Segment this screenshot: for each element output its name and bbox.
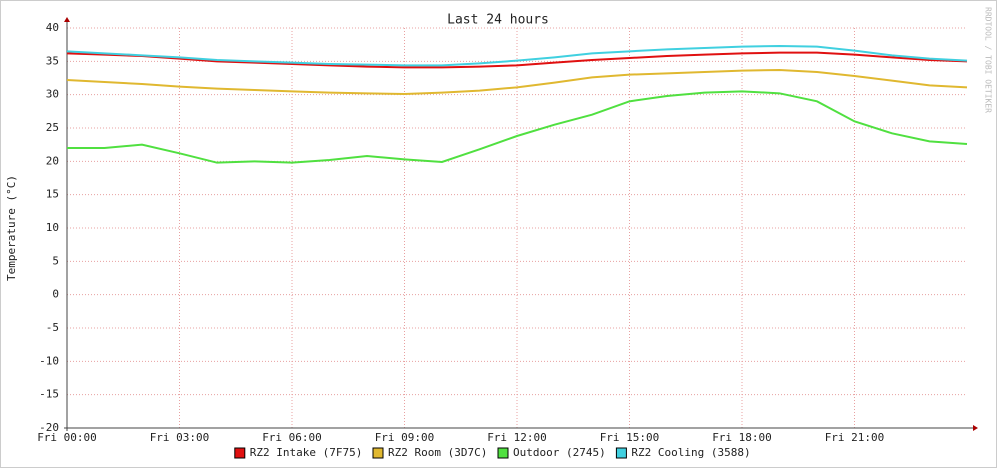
- x-tick-label: Fri 06:00: [262, 431, 322, 444]
- legend-swatch: [234, 447, 246, 459]
- y-arrow: [64, 17, 70, 22]
- legend-swatch: [615, 447, 627, 459]
- chart-title: Last 24 hours: [447, 13, 549, 28]
- legend-label: Outdoor (2745): [513, 446, 606, 459]
- x-tick-label: Fri 00:00: [37, 431, 97, 444]
- watermark: RRDTOOL / TOBI OETIKER: [984, 7, 993, 113]
- x-arrow: [973, 425, 978, 431]
- y-axis-label: Temperature (°C): [5, 175, 18, 281]
- legend-label: RZ2 Cooling (3588): [631, 446, 750, 459]
- y-tick-label: 30: [46, 88, 59, 101]
- y-tick-label: -10: [39, 354, 59, 367]
- y-tick-label: 20: [46, 154, 59, 167]
- line-series: [66, 44, 968, 67]
- y-tick-label: 15: [46, 188, 59, 201]
- line-series: [66, 68, 968, 96]
- legend-label: RZ2 Room (3D7C): [388, 446, 487, 459]
- y-tick-label: 40: [46, 21, 59, 34]
- y-tick-label: 0: [52, 288, 59, 301]
- y-tick-label: -15: [39, 388, 59, 401]
- legend-label: RZ2 Intake (7F75): [250, 446, 363, 459]
- legend-swatch: [372, 447, 384, 459]
- legend-swatch: [497, 447, 509, 459]
- line-series: [67, 90, 968, 164]
- y-tick-label: -5: [46, 321, 59, 334]
- y-tick-label: -20: [39, 421, 59, 434]
- y-tick-label: 25: [46, 121, 59, 134]
- y-tick-label: 10: [46, 221, 59, 234]
- x-tick-label: Fri 03:00: [150, 431, 210, 444]
- y-tick-label: 35: [46, 54, 59, 67]
- x-tick-label: Fri 21:00: [825, 431, 885, 444]
- line-series: [66, 51, 968, 69]
- x-tick-label: Fri 18:00: [712, 431, 772, 444]
- x-tick-label: Fri 12:00: [487, 431, 547, 444]
- x-tick-label: Fri 09:00: [375, 431, 435, 444]
- x-tick-label: Fri 15:00: [600, 431, 660, 444]
- y-tick-label: 5: [52, 254, 59, 267]
